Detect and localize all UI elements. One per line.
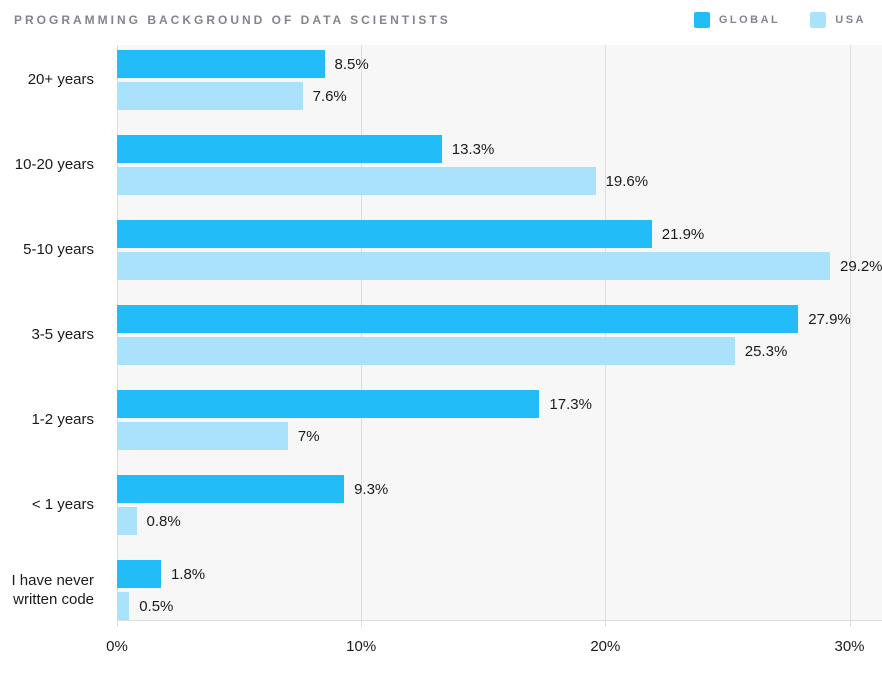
legend-item-global: GLOBAL — [693, 12, 781, 28]
bar-value-label: 19.6% — [605, 172, 649, 190]
category-label: 1-2 years — [31, 411, 94, 429]
category-row: 3-5 years 27.9% 25.3% — [0, 305, 882, 365]
bar-usa — [117, 167, 596, 195]
bar-usa — [117, 422, 288, 450]
legend-label: USA — [835, 14, 866, 26]
bar-value-label: 0.8% — [146, 512, 181, 530]
bar-value-label: 13.3% — [451, 140, 495, 158]
bar-line-usa: 29.2% — [117, 252, 882, 280]
category-row: 20+ years 8.5% 7.6% — [0, 50, 882, 110]
bar-line-usa: 7% — [117, 422, 882, 450]
x-tick-label: 30% — [834, 638, 865, 655]
gridline-20% — [605, 45, 607, 627]
bar-global — [117, 560, 161, 588]
category-row: 10-20 years 13.3% 19.6% — [0, 135, 882, 195]
bar-line-global: 27.9% — [117, 305, 882, 333]
bar-line-usa: 19.6% — [117, 167, 882, 195]
bar-line-usa: 0.8% — [117, 507, 882, 535]
bar-usa — [117, 507, 137, 535]
bar-global — [117, 390, 540, 418]
legend-item-usa: USA — [810, 12, 866, 28]
bar-line-global: 9.3% — [117, 475, 882, 503]
legend: GLOBAL USA — [693, 12, 866, 28]
bar-line-global: 17.3% — [117, 390, 882, 418]
category-label: < 1 years — [31, 496, 94, 514]
bar-value-label: 8.5% — [334, 55, 369, 73]
category-bars: 9.3% 0.8% — [117, 475, 882, 535]
category-bars: 13.3% 19.6% — [117, 135, 882, 195]
bar-line-global: 21.9% — [117, 220, 882, 248]
bar-value-label: 27.9% — [808, 310, 851, 328]
category-bars: 8.5% 7.6% — [117, 50, 882, 110]
bar-global — [117, 475, 345, 503]
bar-global — [117, 220, 652, 248]
category-bars: 17.3% 7% — [117, 390, 882, 450]
bar-global — [117, 135, 442, 163]
x-tick-label: 0% — [106, 638, 128, 655]
category-bars: 27.9% 25.3% — [117, 305, 882, 365]
category-row: < 1 years 9.3% 0.8% — [0, 475, 882, 535]
bar-global — [117, 305, 799, 333]
chart-title: PROGRAMMING BACKGROUND OF DATA SCIENTIST… — [14, 13, 451, 27]
bar-value-label: 7% — [297, 427, 320, 445]
bar-line-usa: 0.5% — [117, 592, 882, 620]
category-label: 3-5 years — [31, 326, 94, 344]
bar-value-label: 21.9% — [661, 225, 705, 243]
bar-usa — [117, 82, 303, 110]
bar-value-label: 25.3% — [744, 342, 788, 360]
legend-swatch-global — [693, 12, 710, 28]
bar-line-global: 1.8% — [117, 560, 882, 588]
x-tick-label: 20% — [590, 638, 621, 655]
bar-value-label: 0.5% — [139, 597, 174, 615]
bar-line-usa: 7.6% — [117, 82, 882, 110]
bar-global — [117, 50, 325, 78]
category-label: 5-10 years — [23, 241, 94, 259]
category-bars: 1.8% 0.5% — [117, 560, 882, 620]
bar-value-label: 9.3% — [354, 480, 389, 498]
bar-groups: 20+ years 8.5% 7.6% 10-20 years 13.3% 19.6% 5-… — [0, 45, 882, 620]
x-tick-label: 10% — [346, 638, 377, 655]
category-row: 1-2 years 17.3% 7% — [0, 390, 882, 450]
bar-usa — [117, 252, 830, 280]
gridline-30% — [849, 45, 851, 627]
category-label: 10-20 years — [14, 156, 94, 174]
category-row: I have never written code 1.8% 0.5% — [0, 560, 882, 620]
category-label: I have never written code — [11, 571, 94, 609]
bar-value-label: 17.3% — [549, 395, 592, 413]
legend-label: GLOBAL — [718, 14, 781, 26]
bar-line-global: 13.3% — [117, 135, 882, 163]
bar-value-label: 29.2% — [839, 257, 882, 275]
bar-value-label: 1.8% — [170, 565, 206, 583]
gridline-0% — [117, 45, 118, 627]
category-label: 20+ years — [27, 71, 94, 89]
bar-line-global: 8.5% — [117, 50, 882, 78]
category-bars: 21.9% 29.2% — [117, 220, 882, 280]
bar-usa — [117, 592, 130, 620]
legend-swatch-usa — [810, 12, 827, 28]
category-row: 5-10 years 21.9% 29.2% — [0, 220, 882, 280]
gridline-10% — [361, 45, 363, 627]
bar-usa — [117, 337, 735, 365]
bar-value-label: 7.6% — [312, 87, 347, 105]
bar-line-usa: 25.3% — [117, 337, 882, 365]
